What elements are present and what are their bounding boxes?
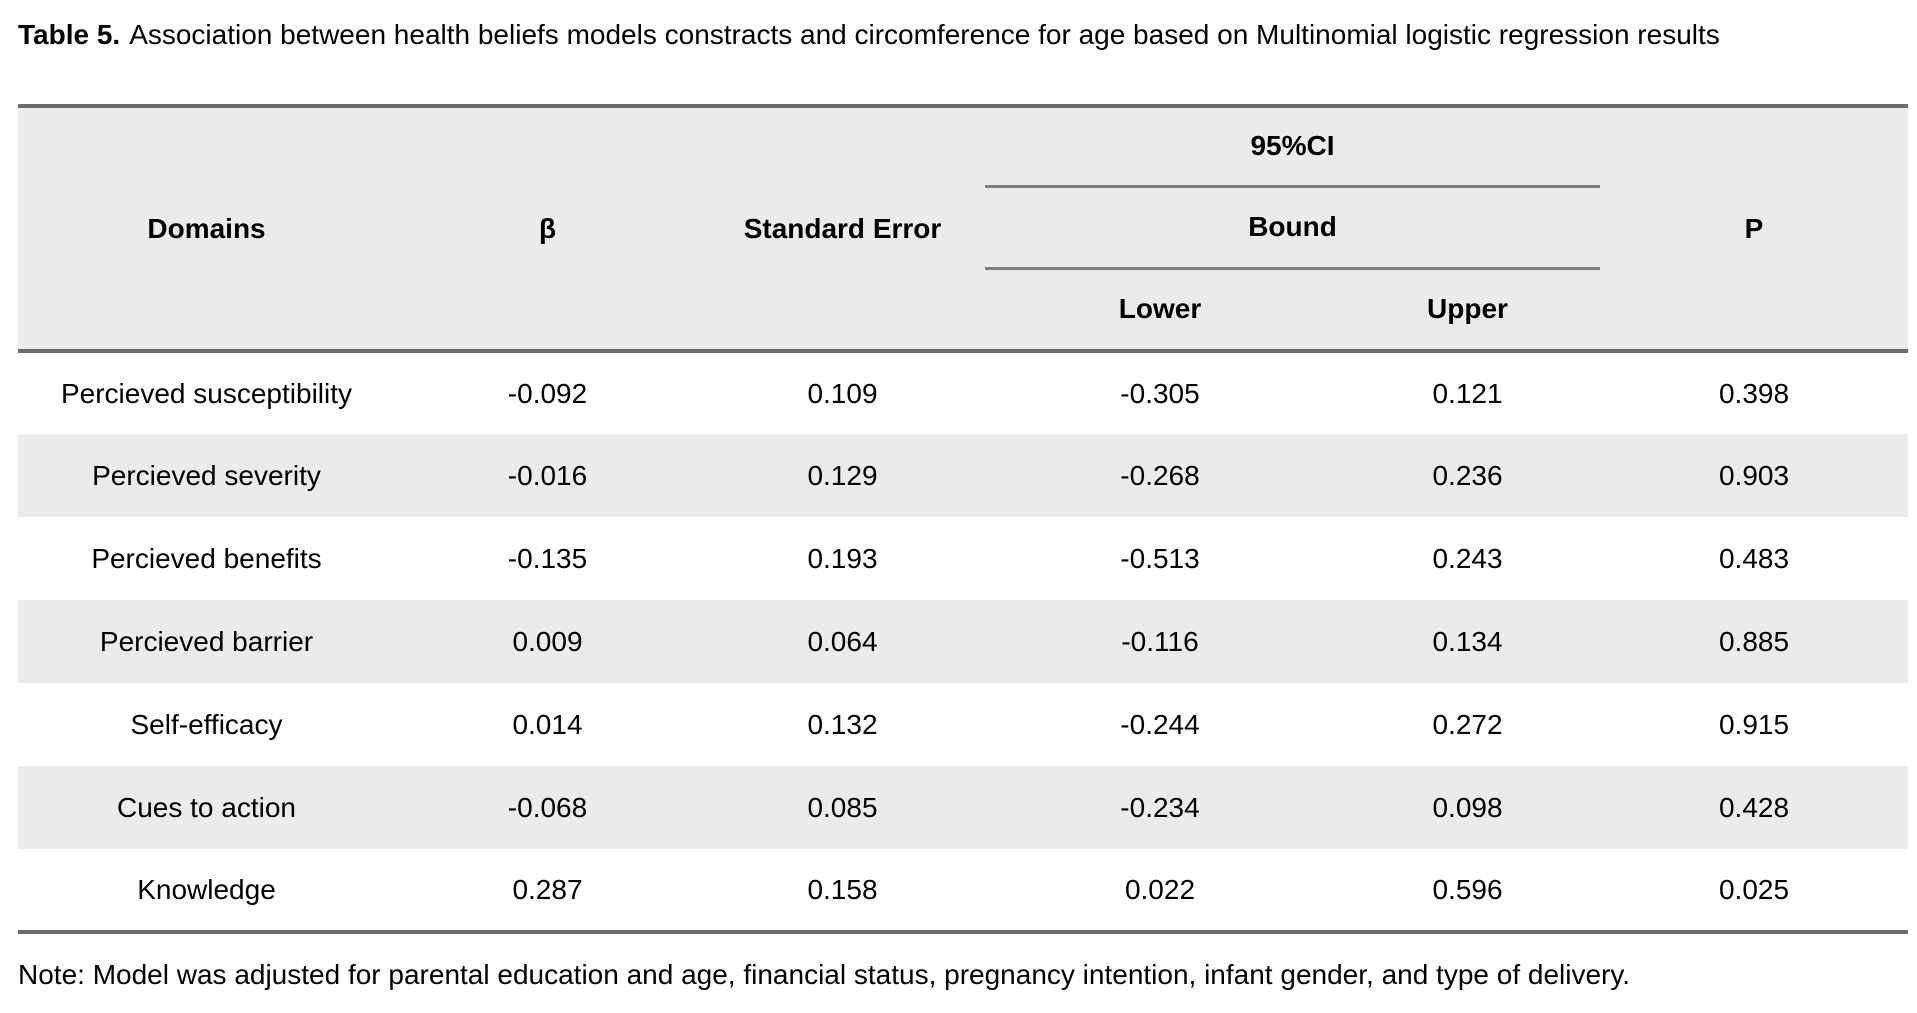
cell-beta: 0.009 xyxy=(512,625,583,657)
cell-standard-error: 0.129 xyxy=(807,459,878,491)
cell-upper-bound: 0.596 xyxy=(1432,873,1503,905)
cell-lower-bound: -0.234 xyxy=(1120,791,1200,823)
column-header-beta: β xyxy=(538,212,557,244)
cell-domain: Percieved susceptibility xyxy=(60,377,353,409)
cell-standard-error: 0.064 xyxy=(807,625,878,657)
cell-domain: Knowledge xyxy=(137,873,276,905)
column-header-standard-error: Standard Error xyxy=(743,212,942,244)
cell-standard-error: 0.109 xyxy=(807,377,878,409)
cell-standard-error: 0.085 xyxy=(807,791,878,823)
cell-beta: -0.135 xyxy=(507,542,588,574)
cell-p-value: 0.428 xyxy=(1718,791,1790,823)
cell-standard-error: 0.132 xyxy=(807,708,878,740)
table-row: Percieved susceptibility -0.092 0.109 -0… xyxy=(18,351,1908,434)
table-row: Percieved barrier 0.009 0.064 -0.116 0.1… xyxy=(18,600,1909,683)
cell-p-value: 0.915 xyxy=(1718,708,1790,740)
cell-beta: -0.016 xyxy=(507,459,588,491)
table-note: Note: Model was adjusted for parental ed… xyxy=(18,959,1631,990)
table-row: Percieved severity -0.016 0.129 -0.268 0… xyxy=(18,434,1909,517)
cell-p-value: 0.025 xyxy=(1718,873,1790,905)
cell-domain: Percieved barrier xyxy=(99,625,314,657)
cell-p-value: 0.398 xyxy=(1718,377,1790,409)
column-header-bound: Bound xyxy=(985,186,1601,270)
table-row: Knowledge 0.287 0.158 0.022 0.596 0.025 xyxy=(18,849,1908,932)
cell-lower-bound: -0.268 xyxy=(1120,459,1200,491)
cell-upper-bound: 0.134 xyxy=(1432,625,1503,657)
cell-lower-bound: -0.305 xyxy=(1120,377,1200,409)
cell-lower-bound: -0.244 xyxy=(1120,708,1200,740)
cell-domain: Percieved severity xyxy=(92,459,321,491)
cell-p-value: 0.483 xyxy=(1718,542,1790,574)
table-caption-text: Association between health beliefs model… xyxy=(129,19,1720,50)
column-header-lower: Lower xyxy=(1118,293,1202,325)
cell-upper-bound: 0.098 xyxy=(1432,791,1503,823)
cell-upper-bound: 0.272 xyxy=(1432,708,1503,740)
column-header-p: P xyxy=(1744,212,1764,244)
column-header-domains: Domains xyxy=(147,212,266,244)
cell-domain: Cues to action xyxy=(117,791,296,823)
table-row: Cues to action -0.068 0.085 -0.234 0.098… xyxy=(18,766,1909,849)
cell-upper-bound: 0.121 xyxy=(1432,377,1503,409)
cell-beta: 0.014 xyxy=(512,708,583,740)
table-row: Self-efficacy 0.014 0.132 -0.244 0.272 0… xyxy=(18,683,1908,766)
results-table: Domains β Standard Error 95%CI P Bound L… xyxy=(18,104,1909,934)
cell-domain: Percieved benefits xyxy=(91,542,322,574)
cell-beta: -0.092 xyxy=(507,377,588,409)
cell-p-value: 0.903 xyxy=(1718,459,1790,491)
cell-lower-bound: -0.116 xyxy=(1121,625,1199,657)
cell-standard-error: 0.158 xyxy=(807,873,878,905)
table-body: Percieved susceptibility -0.092 0.109 -0… xyxy=(18,351,1909,932)
column-header-upper: Upper xyxy=(1427,293,1508,325)
cell-beta: 0.287 xyxy=(512,873,583,905)
cell-upper-bound: 0.236 xyxy=(1432,459,1503,491)
table-caption: Table 5. Association between health belie… xyxy=(18,16,1917,54)
cell-upper-bound: 0.243 xyxy=(1432,542,1503,574)
table-header: Domains β Standard Error 95%CI P Bound L… xyxy=(18,106,1909,351)
cell-lower-bound: -0.513 xyxy=(1120,542,1200,574)
table-row: Percieved benefits -0.135 0.193 -0.513 0… xyxy=(18,517,1908,600)
column-header-95ci: 95%CI xyxy=(985,106,1601,188)
table-caption-label: Table 5. xyxy=(18,19,121,50)
cell-p-value: 0.885 xyxy=(1718,625,1790,657)
cell-standard-error: 0.193 xyxy=(807,542,878,574)
cell-domain: Self-efficacy xyxy=(130,708,283,740)
cell-beta: -0.068 xyxy=(507,791,588,823)
cell-lower-bound: 0.022 xyxy=(1124,873,1196,905)
